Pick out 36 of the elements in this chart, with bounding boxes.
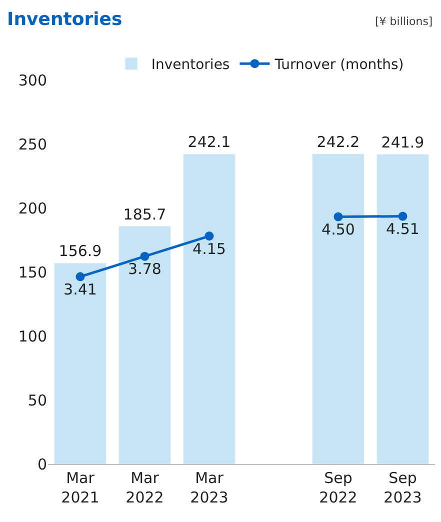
x-tick-label: Sep 2022 bbox=[319, 469, 358, 506]
legend-label: Turnover (months) bbox=[274, 57, 404, 74]
y-tick-label: 0 bbox=[37, 455, 47, 474]
data-label: 156.9 bbox=[58, 242, 102, 260]
y-tick-label: 200 bbox=[18, 199, 47, 218]
x-tick-label: Mar 2023 bbox=[190, 469, 228, 506]
point bbox=[398, 212, 408, 221]
data-label: 241.9 bbox=[381, 133, 424, 152]
chart-title: Inventories bbox=[7, 9, 122, 30]
y-tick-label: 300 bbox=[18, 71, 47, 90]
data-label: 4.51 bbox=[386, 220, 420, 238]
y-tick-label: 100 bbox=[18, 327, 47, 346]
bar bbox=[312, 154, 364, 464]
bar bbox=[183, 154, 236, 464]
bar bbox=[118, 226, 171, 464]
point bbox=[76, 272, 85, 282]
y-tick-label: 50 bbox=[28, 391, 47, 410]
data-label: 4.50 bbox=[322, 220, 355, 239]
x-tick-label: Sep 2023 bbox=[384, 469, 422, 506]
x-tick-label: Mar 2022 bbox=[126, 469, 164, 506]
y-tick-label: 250 bbox=[18, 135, 47, 154]
point bbox=[204, 232, 214, 241]
x-tick-label: Mar 2021 bbox=[61, 469, 100, 506]
bar bbox=[54, 262, 106, 464]
legend-label: Inventories bbox=[151, 57, 230, 74]
data-label: 3.41 bbox=[64, 280, 97, 299]
y-tick-label: 150 bbox=[18, 263, 47, 282]
data-label: 242.2 bbox=[316, 132, 360, 151]
data-label: 242.1 bbox=[188, 133, 231, 152]
point bbox=[140, 252, 150, 261]
bar bbox=[376, 154, 429, 464]
point bbox=[334, 212, 343, 222]
text: [¥ billions] bbox=[375, 15, 433, 28]
data-label: 185.7 bbox=[123, 205, 166, 224]
data-label: 3.78 bbox=[128, 260, 162, 278]
data-label: 4.15 bbox=[192, 240, 226, 258]
